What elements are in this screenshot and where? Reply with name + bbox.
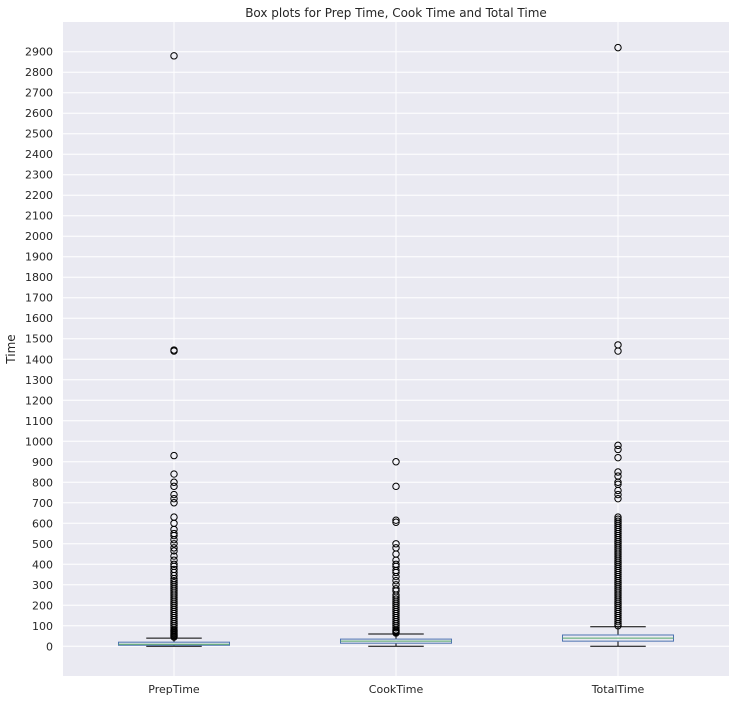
outlier-point (614, 617, 622, 626)
chart-title: Box plots for Prep Time, Cook Time and T… (245, 6, 547, 20)
outlier-point (614, 441, 622, 450)
outlier-point (614, 622, 622, 630)
outlier-point (170, 470, 178, 478)
box-group-CookTime (340, 458, 452, 647)
grid-lines (63, 22, 729, 676)
outlier-point (170, 52, 178, 60)
y-tick-label: 2000 (25, 230, 53, 243)
x-tick-labels: PrepTime CookTime TotalTime (148, 683, 644, 696)
outlier-point (392, 624, 400, 632)
y-tick-label: 1400 (25, 353, 53, 366)
outlier-point (392, 516, 400, 524)
outlier-point (392, 482, 400, 491)
y-axis-label: Time (4, 334, 18, 364)
y-tick-label: 1500 (25, 333, 53, 346)
y-tick-label: 700 (32, 497, 53, 510)
y-tick-label: 1600 (25, 312, 53, 325)
x-tick-label: CookTime (369, 683, 424, 696)
outlier-point (170, 552, 178, 560)
y-tick-label: 1000 (25, 435, 53, 448)
outlier-point (170, 544, 178, 552)
outlier-point (392, 540, 400, 548)
y-tick-label: 2600 (25, 107, 53, 120)
y-tick-label: 900 (32, 456, 53, 469)
y-tick-label: 1200 (25, 394, 53, 407)
outlier-point (170, 633, 178, 641)
outlier-point (170, 560, 178, 568)
y-tick-label: 2700 (25, 87, 53, 100)
y-tick-label: 2400 (25, 148, 53, 161)
outlier-point (170, 540, 178, 548)
y-tick-label: 1800 (25, 271, 53, 284)
outlier-point (614, 445, 622, 454)
x-tick-label: TotalTime (591, 683, 645, 696)
y-tick-label: 1700 (25, 292, 53, 305)
outlier-point (614, 490, 622, 499)
outlier-point (614, 494, 622, 503)
outlier-point (392, 629, 400, 637)
outlier-point (170, 346, 178, 354)
outlier-point (614, 453, 622, 462)
box (118, 641, 230, 646)
y-tick-label: 800 (32, 476, 53, 489)
y-tick-label: 2800 (25, 66, 53, 79)
y-tick-label: 0 (46, 640, 53, 653)
y-tick-label: 200 (32, 599, 53, 612)
y-tick-label: 400 (32, 558, 53, 571)
outlier-point (170, 451, 178, 460)
outlier-point (392, 576, 400, 585)
y-tick-label: 600 (32, 517, 53, 530)
y-tick-label: 2900 (25, 46, 53, 59)
y-tick-labels: 0 100 200 300 400 500 600 700 800 900 1000 1100 1200… (25, 46, 53, 654)
outlier-point (170, 531, 178, 540)
outlier-point (392, 518, 400, 526)
outlier-point (392, 568, 400, 577)
boxes (118, 43, 674, 647)
y-tick-label: 500 (32, 538, 53, 551)
outlier-point (614, 620, 622, 628)
outlier-point (614, 478, 622, 486)
y-tick-label: 1900 (25, 251, 53, 264)
outlier-point (170, 571, 178, 580)
outlier-point (614, 347, 622, 355)
outlier-point (170, 482, 178, 491)
outlier-point (392, 572, 400, 581)
x-tick-label: PrepTime (148, 683, 200, 696)
y-tick-label: 1300 (25, 374, 53, 387)
outlier-point (170, 535, 178, 544)
outlier-point (170, 494, 178, 503)
y-tick-label: 2100 (25, 210, 53, 223)
outlier-point (614, 468, 622, 476)
outlier-point (614, 486, 622, 495)
outlier-point (170, 499, 178, 507)
outlier-point (614, 43, 622, 52)
box-group-PrepTime (118, 52, 230, 647)
outlier-point (392, 458, 400, 466)
y-tick-label: 2300 (25, 169, 53, 182)
y-tick-label: 2200 (25, 189, 53, 202)
outlier-point (170, 490, 178, 499)
y-tick-label: 2500 (25, 128, 53, 141)
outlier-point (170, 547, 178, 555)
y-tick-label: 300 (32, 579, 53, 592)
y-tick-label: 100 (32, 620, 53, 633)
box-group-TotalTime (562, 43, 674, 647)
y-tick-label: 1100 (25, 415, 53, 428)
outlier-point (170, 478, 178, 486)
